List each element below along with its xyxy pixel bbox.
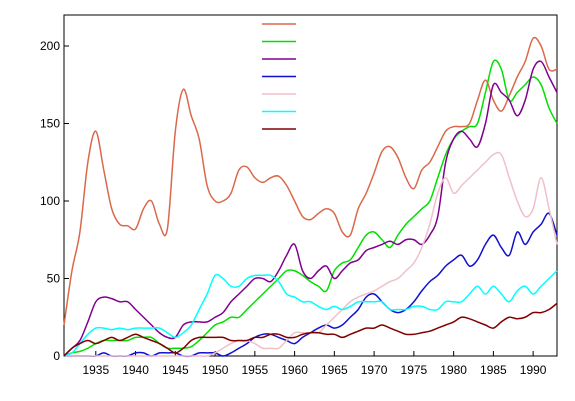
x-tick-label: 1950 <box>202 363 229 377</box>
x-tick-label: 1945 <box>162 363 189 377</box>
axes: 0 50 100 150 200 1935 1940 1945 1950 1955 1960 1965… <box>40 14 558 377</box>
y-tick-label: 200 <box>40 39 60 53</box>
x-tick-label: 1955 <box>241 363 268 377</box>
x-tick-label: 1985 <box>480 363 507 377</box>
x-tick-label: 1980 <box>440 363 467 377</box>
y-tick-label: 0 <box>53 349 60 363</box>
series-layer <box>63 36 558 358</box>
series-line-5 <box>64 151 558 357</box>
series-line-3 <box>63 60 558 357</box>
plot-frame <box>63 14 558 357</box>
x-tick-label: 1970 <box>361 363 388 377</box>
series-line-1 <box>63 36 558 326</box>
y-tick-label: 150 <box>40 117 60 131</box>
series-line-2 <box>63 59 558 357</box>
x-tick-label: 1960 <box>281 363 308 377</box>
x-tick-label: 1940 <box>122 363 149 377</box>
x-tick-label: 1935 <box>82 363 109 377</box>
series-line-7 <box>63 302 558 357</box>
x-tick-label: 1975 <box>401 363 428 377</box>
series-line-6 <box>63 270 558 357</box>
y-tick-label: 50 <box>47 272 61 286</box>
y-tick-label: 100 <box>40 194 60 208</box>
x-tick-label: 1990 <box>520 363 547 377</box>
legend <box>262 23 296 130</box>
x-tick-label: 1965 <box>321 363 348 377</box>
